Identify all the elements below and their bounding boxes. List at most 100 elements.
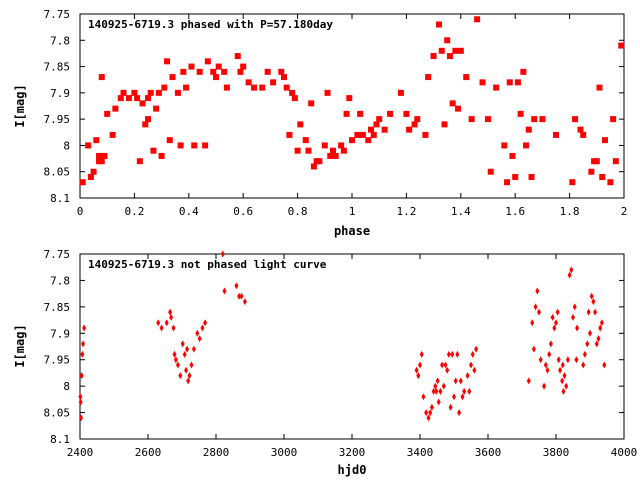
data-point xyxy=(425,74,432,81)
data-point xyxy=(467,387,472,395)
data-point xyxy=(468,116,475,123)
phased-x-axis-label: phase xyxy=(334,224,370,238)
data-point xyxy=(98,158,105,165)
data-point xyxy=(340,147,347,154)
data-point xyxy=(387,110,394,117)
data-point xyxy=(79,414,84,422)
unphased-x-axis-label: hjd0 xyxy=(338,463,367,477)
data-point xyxy=(470,350,475,358)
unphased-y-tick-label: 8.05 xyxy=(44,407,71,420)
data-point xyxy=(426,414,431,422)
data-point xyxy=(186,377,191,385)
data-point xyxy=(593,158,600,165)
data-point xyxy=(294,147,301,154)
phased-y-tick-label: 8 xyxy=(63,139,70,152)
data-point xyxy=(512,173,519,180)
data-point xyxy=(158,152,165,159)
phased-y-axis-label: I[mag] xyxy=(13,84,27,127)
data-point xyxy=(517,110,524,117)
data-point xyxy=(150,147,157,154)
data-point xyxy=(164,58,171,65)
data-point xyxy=(523,142,530,149)
data-point xyxy=(457,47,464,54)
data-point xyxy=(131,89,138,96)
data-point xyxy=(591,298,596,306)
data-point xyxy=(270,79,277,86)
data-point xyxy=(169,74,176,81)
phased-x-tick-label: 1 xyxy=(349,205,356,218)
data-point xyxy=(596,335,601,343)
data-point xyxy=(596,84,603,91)
data-point xyxy=(112,105,119,112)
data-point xyxy=(145,116,151,123)
data-point xyxy=(168,308,173,316)
data-point xyxy=(564,382,569,390)
unphased-y-tick-label: 7.9 xyxy=(50,327,70,340)
phased-y-tick-label: 7.9 xyxy=(50,87,70,100)
phased-x-tick-label: 1.4 xyxy=(451,205,471,218)
data-point xyxy=(458,377,463,385)
data-point xyxy=(506,79,513,86)
data-point xyxy=(545,366,550,374)
phased-y-tick-label: 8.1 xyxy=(50,192,70,205)
data-point xyxy=(81,340,86,348)
data-point xyxy=(444,37,451,44)
phased-x-tick-label: 2 xyxy=(621,205,628,218)
data-point xyxy=(185,345,190,353)
data-point xyxy=(525,126,532,133)
data-point xyxy=(431,387,436,395)
data-point xyxy=(414,366,419,374)
data-point xyxy=(550,313,555,321)
data-point xyxy=(136,158,143,165)
data-point xyxy=(251,84,258,91)
data-point xyxy=(237,68,244,75)
data-point xyxy=(359,131,366,138)
data-point xyxy=(79,372,84,380)
data-point xyxy=(599,173,606,180)
phased-x-tick-label: 1.2 xyxy=(396,205,416,218)
data-point xyxy=(210,68,217,75)
data-point xyxy=(530,319,535,327)
data-point xyxy=(501,142,508,149)
data-point xyxy=(147,89,154,96)
data-point xyxy=(189,361,194,369)
data-point xyxy=(245,79,252,86)
data-point xyxy=(436,398,441,406)
data-point xyxy=(204,58,211,65)
data-point xyxy=(542,382,547,390)
unphased-y-tick-label: 7.85 xyxy=(44,301,71,314)
data-point xyxy=(424,409,429,417)
data-point xyxy=(586,308,591,316)
data-point xyxy=(538,356,543,364)
data-point xyxy=(381,126,388,133)
unphased-x-tick-label: 2600 xyxy=(135,446,162,459)
phased-x-tick-label: 1.8 xyxy=(560,205,580,218)
data-point xyxy=(215,63,222,70)
data-point xyxy=(289,89,296,96)
data-point xyxy=(78,398,83,406)
data-point xyxy=(440,361,445,369)
unphased-x-tick-label: 3800 xyxy=(543,446,570,459)
data-point xyxy=(125,95,132,102)
data-point xyxy=(452,47,459,54)
data-point xyxy=(411,121,418,128)
unphased-light-curve-panel: 2400 2600 2800 3000 3200 3400 3600 3800 4000 7.75… xyxy=(13,248,637,477)
data-point xyxy=(96,152,103,159)
data-point xyxy=(543,361,548,369)
phased-x-tick-label: 0.6 xyxy=(233,205,253,218)
data-point xyxy=(104,110,111,117)
data-point xyxy=(602,361,607,369)
data-point xyxy=(465,372,470,380)
data-point xyxy=(182,350,187,358)
unphased-axis-ticks: 2400 2600 2800 3000 3200 3400 3600 3800 4000 7.75… xyxy=(44,248,638,459)
data-point xyxy=(93,137,100,144)
data-point xyxy=(117,95,124,102)
phased-x-tick-label: 0.4 xyxy=(179,205,199,218)
phased-y-tick-label: 7.8 xyxy=(50,34,70,47)
data-point xyxy=(462,387,467,395)
data-point xyxy=(169,313,174,321)
phased-axis-ticks: 0 0.2 0.4 0.6 0.8 1 1.2 1.4 1.6 1.8 2 7.75 7.8 7.85 7.… xyxy=(44,8,628,218)
data-point xyxy=(560,377,565,385)
data-point xyxy=(203,319,208,327)
data-point xyxy=(487,168,494,175)
